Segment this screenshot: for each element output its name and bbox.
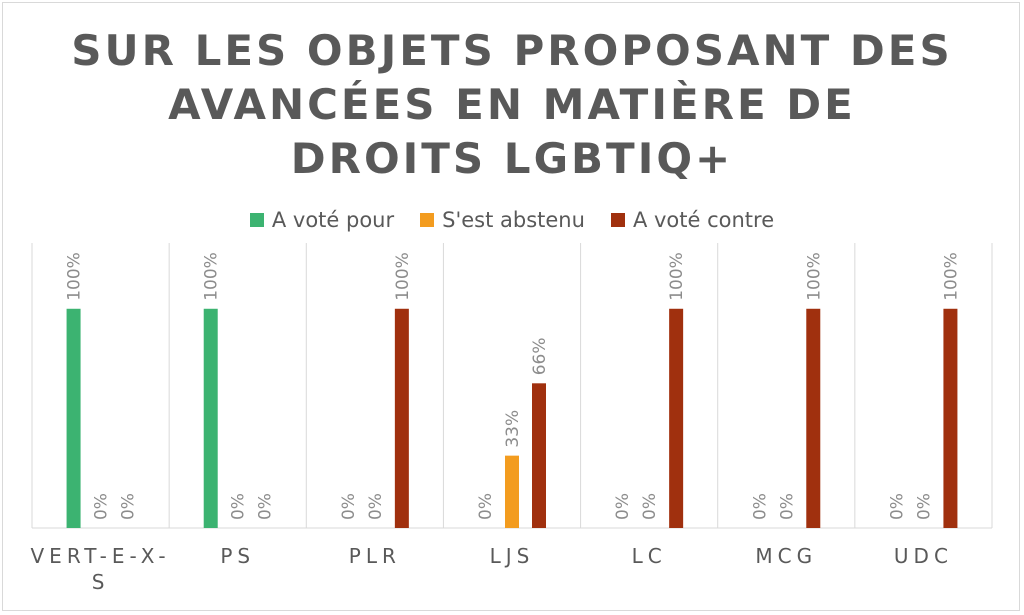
bar-a-vot-contre-udc bbox=[943, 308, 958, 528]
data-label: 100% bbox=[202, 252, 222, 301]
data-label: 66% bbox=[530, 338, 550, 376]
legend-swatch-contre bbox=[610, 213, 625, 227]
bar-a-vot-contre-plr bbox=[394, 308, 409, 528]
data-label: 0% bbox=[256, 493, 276, 520]
category-label: VERT-E-X- bbox=[31, 544, 171, 568]
category-label: UDC bbox=[894, 544, 953, 568]
bar-a-vot-contre-lc bbox=[669, 308, 684, 528]
data-label: 0% bbox=[92, 493, 112, 520]
category-label: PS bbox=[220, 544, 255, 568]
data-label: 0% bbox=[777, 493, 797, 520]
data-label: 0% bbox=[750, 493, 770, 520]
chart-title-line-1: SUR LES OBJETS PROPOSANT DES bbox=[71, 26, 953, 75]
legend-item-pour: A voté pour bbox=[249, 208, 395, 232]
bar-s-est-abstenu-ljs bbox=[505, 455, 519, 528]
category-label: MCG bbox=[755, 544, 817, 568]
category-label: LC bbox=[632, 544, 667, 568]
legend-label-pour: A voté pour bbox=[271, 208, 395, 232]
data-label: 0% bbox=[229, 493, 249, 520]
chart-title-line-3: DROITS LGBTIQ+ bbox=[290, 134, 734, 183]
data-label: 0% bbox=[366, 493, 386, 520]
legend-swatch-pour bbox=[249, 213, 264, 227]
data-label: 100% bbox=[393, 252, 413, 301]
data-label: 33% bbox=[503, 410, 523, 448]
data-label: 100% bbox=[941, 252, 961, 301]
bar-a-vot-pour-vert-e-x-s bbox=[66, 308, 81, 528]
chart-title: SUR LES OBJETS PROPOSANT DES AVANCÉES EN… bbox=[60, 24, 964, 186]
category-label: LJS bbox=[490, 544, 535, 568]
legend-label-abstenu: S'est abstenu bbox=[442, 208, 585, 232]
legend-item-contre: A voté contre bbox=[610, 208, 775, 232]
data-label: 0% bbox=[119, 493, 139, 520]
legend-item-abstenu: S'est abstenu bbox=[420, 208, 585, 232]
legend-swatch-abstenu bbox=[420, 213, 435, 227]
data-label: 100% bbox=[667, 252, 687, 301]
data-label: 0% bbox=[887, 493, 907, 520]
data-label: 0% bbox=[640, 493, 660, 520]
data-label: 100% bbox=[65, 252, 85, 301]
data-label: 0% bbox=[914, 493, 934, 520]
bar-a-vot-pour-ps bbox=[203, 308, 218, 528]
data-label: 0% bbox=[613, 493, 633, 520]
category-label: PLR bbox=[349, 544, 401, 568]
data-label: 100% bbox=[804, 252, 824, 301]
legend-label-contre: A voté contre bbox=[632, 208, 775, 232]
data-label: 0% bbox=[476, 493, 496, 520]
chart-legend: A voté pour S'est abstenu A voté contre bbox=[0, 208, 1024, 232]
bar-a-vot-contre-ljs bbox=[532, 383, 546, 528]
category-label: S bbox=[92, 570, 110, 594]
bar-a-vot-contre-mcg bbox=[806, 308, 821, 528]
data-label: 0% bbox=[339, 493, 359, 520]
chart-title-line-2: AVANCÉES EN MATIÈRE DE bbox=[168, 80, 856, 129]
